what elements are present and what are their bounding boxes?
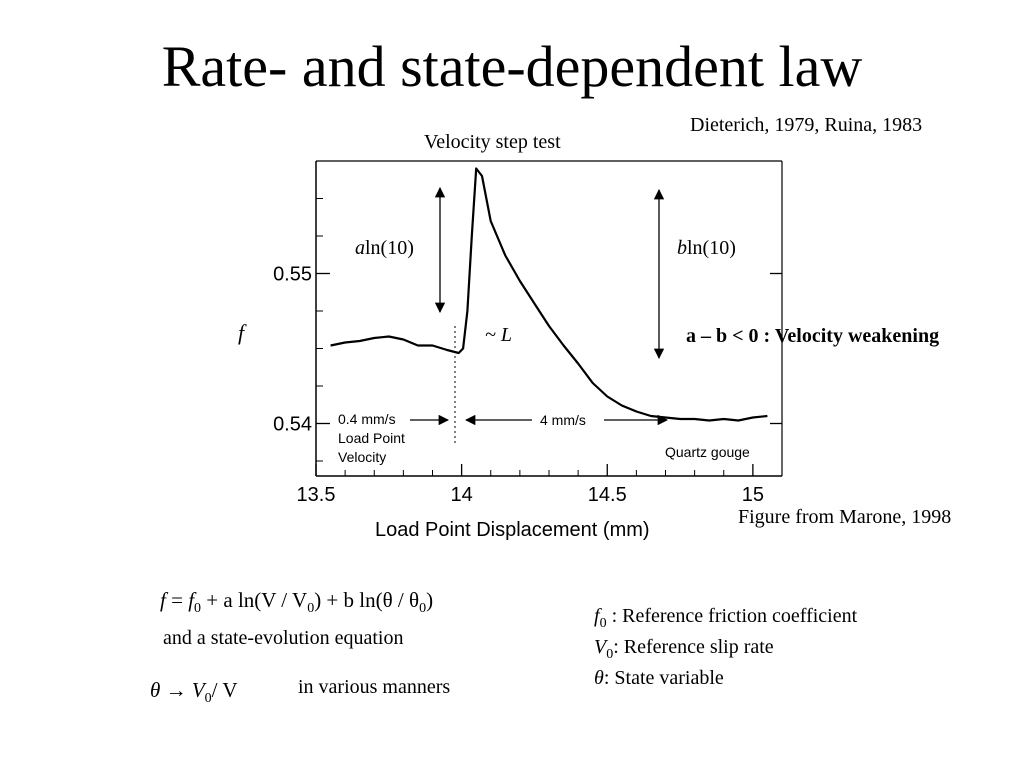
manners-text: in various manners	[298, 676, 451, 698]
definition-f0: f0 : Reference friction coefficient	[594, 605, 858, 631]
v1-sub1-label: Load Point	[338, 430, 405, 446]
x-tick-label: 14.5	[588, 484, 627, 506]
evolution-text: and a state-evolution equation	[163, 627, 404, 649]
l-label: ~ L	[485, 324, 512, 346]
figure-credit: Figure from Marone, 1998	[738, 506, 952, 528]
definition-theta: θ: State variable	[594, 667, 724, 689]
y-tick-label: 0.54	[273, 414, 312, 436]
x-tick-label: 14	[451, 484, 473, 506]
evolution-equation: θ → V0/ V	[150, 678, 238, 706]
v2-label: 4 mm/s	[540, 412, 586, 428]
citation-text: Dieterich, 1979, Ruina, 1983	[690, 114, 923, 136]
y-axis-label: f	[238, 320, 247, 345]
definition-v0: V0: Reference slip rate	[594, 636, 774, 662]
friction-series-line	[330, 167, 768, 422]
slide-title: Rate- and state-dependent law	[161, 34, 863, 99]
y-tick-label: 0.55	[273, 264, 312, 286]
v1-sub2-label: Velocity	[338, 449, 386, 465]
x-tick-label: 15	[742, 484, 764, 506]
chart-title: Velocity step test	[424, 131, 561, 153]
tick-labels: 13.5 14 14.5 15 0.55 0.54	[273, 264, 764, 507]
a-label: aln(10)	[355, 237, 414, 259]
b-label: bln(10)	[677, 237, 736, 259]
rate-state-equation: f = f0 + a ln(V / V0) + b ln(θ / θ0)	[160, 588, 434, 616]
v1-label: 0.4 mm/s	[338, 411, 396, 427]
weakening-label: a – b < 0 : Velocity weakening	[686, 325, 939, 347]
plot-frame	[315, 160, 783, 477]
x-tick-label: 13.5	[297, 484, 336, 506]
x-axis-label: Load Point Displacement (mm)	[375, 519, 650, 541]
material-label: Quartz gouge	[665, 444, 750, 460]
axis-ticks	[315, 198, 782, 476]
